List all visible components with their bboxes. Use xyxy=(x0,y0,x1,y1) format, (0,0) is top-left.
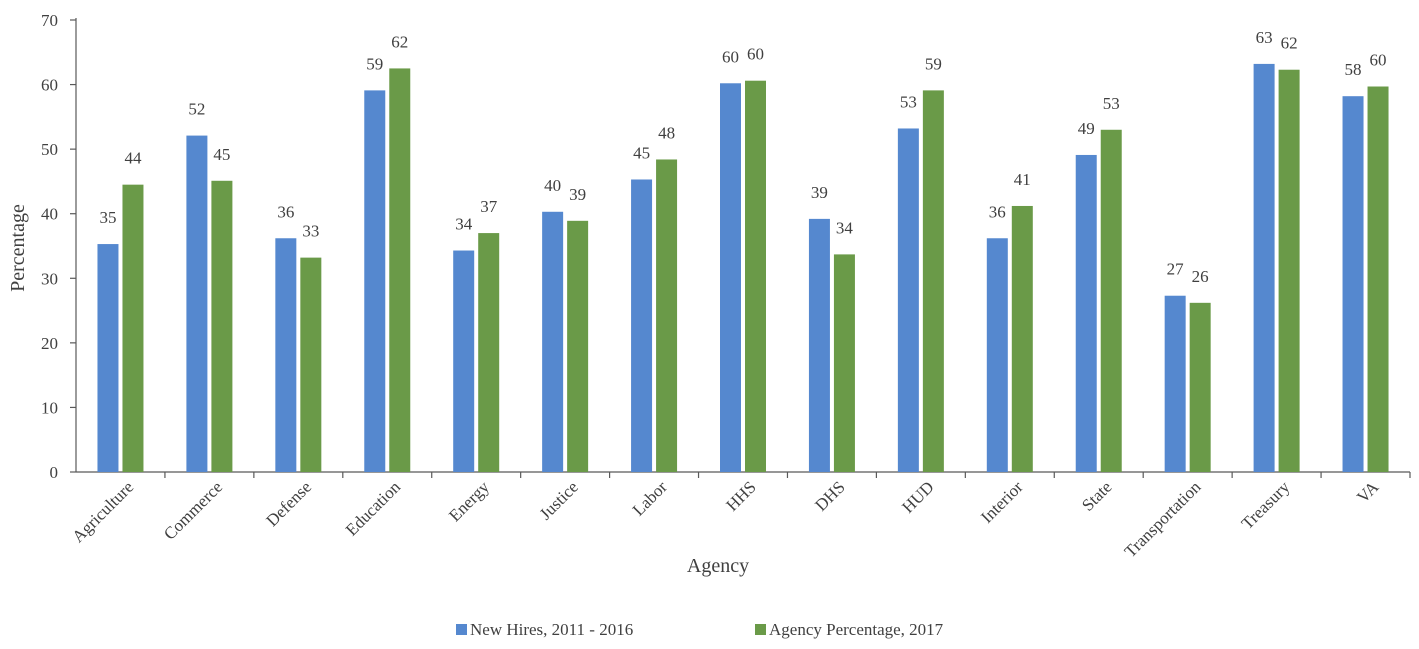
data-label: 39 xyxy=(569,185,586,204)
bar-defense-series-1 xyxy=(275,238,297,472)
x-category-label: State xyxy=(1078,477,1115,514)
data-label: 33 xyxy=(302,222,319,241)
data-label: 44 xyxy=(124,149,142,168)
x-category-label: HHS xyxy=(722,477,759,514)
legend: New Hires, 2011 - 2016 Agency Percentage,… xyxy=(456,620,944,639)
data-label: 62 xyxy=(391,32,408,51)
data-label: 36 xyxy=(277,202,294,221)
x-category-label: HUD xyxy=(898,477,937,516)
y-tick-label: 40 xyxy=(41,205,58,224)
data-label: 53 xyxy=(900,92,917,111)
data-label: 35 xyxy=(99,208,116,227)
x-axis-title: Agency xyxy=(687,555,749,577)
bar-hhs-series-1 xyxy=(720,83,741,472)
bar-education-series-2 xyxy=(389,68,411,472)
data-label: 60 xyxy=(747,45,764,64)
data-label: 45 xyxy=(633,143,650,162)
data-label: 49 xyxy=(1078,119,1095,138)
bar-dhs-series-1 xyxy=(808,218,830,472)
bar-treasury-series-2 xyxy=(1278,69,1300,472)
y-tick-label: 30 xyxy=(41,269,58,288)
x-category-label: Justice xyxy=(536,477,582,523)
y-tick-label: 60 xyxy=(41,76,58,95)
x-category-label: Commerce xyxy=(160,477,226,543)
bar-commerce-series-1 xyxy=(186,135,208,472)
bar-defense-series-2 xyxy=(300,257,322,472)
data-label: 37 xyxy=(480,197,498,216)
data-label: 52 xyxy=(188,100,205,119)
bar-justice-series-2 xyxy=(567,220,589,472)
bar-agriculture-series-2 xyxy=(122,184,144,472)
bar-dhs-series-2 xyxy=(833,254,855,472)
data-label: 60 xyxy=(722,47,739,66)
data-label: 36 xyxy=(989,202,1006,221)
data-label: 63 xyxy=(1256,28,1273,47)
bar-education-series-1 xyxy=(364,90,386,472)
x-category-label: Defense xyxy=(262,477,315,530)
data-label: 60 xyxy=(1370,51,1387,70)
bar-energy-series-2 xyxy=(478,233,500,472)
x-category-label: DHS xyxy=(811,477,848,514)
legend-swatch xyxy=(456,624,467,635)
x-category-label: Interior xyxy=(977,477,1027,527)
bar-justice-series-1 xyxy=(542,211,564,472)
y-tick-label: 20 xyxy=(41,334,58,353)
bar-labor-series-2 xyxy=(656,159,678,472)
bar-state-series-1 xyxy=(1075,154,1097,472)
data-label: 34 xyxy=(455,215,473,234)
data-label: 48 xyxy=(658,123,675,142)
x-category-label: Agriculture xyxy=(68,477,137,546)
bars xyxy=(97,63,1389,473)
data-label: 40 xyxy=(544,176,561,195)
data-label: 62 xyxy=(1281,34,1298,53)
bar-energy-series-1 xyxy=(453,250,475,472)
bar-va-series-2 xyxy=(1367,86,1389,472)
bar-interior-series-1 xyxy=(986,238,1008,472)
data-label: 26 xyxy=(1192,267,1209,286)
bar-va-series-1 xyxy=(1342,96,1364,473)
bar-treasury-series-1 xyxy=(1253,63,1275,473)
x-category-label: VA xyxy=(1353,477,1383,507)
data-label: 59 xyxy=(925,54,942,73)
bar-transportation-series-2 xyxy=(1189,302,1211,472)
y-tick-label: 0 xyxy=(50,463,59,482)
data-label: 45 xyxy=(213,145,230,164)
x-category-label: Energy xyxy=(445,477,493,525)
bar-hud-series-1 xyxy=(897,128,919,473)
x-category-label: Treasury xyxy=(1238,477,1294,533)
bar-hud-series-2 xyxy=(922,90,944,472)
bar-agriculture-series-1 xyxy=(97,244,119,472)
bar-labor-series-1 xyxy=(631,179,653,472)
data-label: 39 xyxy=(811,183,828,202)
y-tick-label: 50 xyxy=(41,140,58,159)
x-category-label: Labor xyxy=(629,477,671,519)
x-category-label: Transportation xyxy=(1121,477,1205,561)
data-label: 59 xyxy=(366,54,383,73)
data-label: 53 xyxy=(1103,94,1120,113)
y-tick-label: 70 xyxy=(41,11,58,30)
bar-interior-series-2 xyxy=(1011,205,1033,473)
bar-commerce-series-2 xyxy=(211,180,233,473)
data-label: 27 xyxy=(1167,260,1185,279)
bar-state-series-2 xyxy=(1100,129,1122,472)
bar-hhs-series-2 xyxy=(745,80,766,472)
x-category-label: Education xyxy=(342,477,405,540)
y-tick-label: 10 xyxy=(41,398,58,417)
data-labels: 35 44 52 45 36 33 59 62 34 37 40 39 45 48 60 60 39 34 53 59… xyxy=(99,28,1386,286)
legend-label: New Hires, 2011 - 2016 xyxy=(470,620,633,639)
data-label: 58 xyxy=(1345,60,1362,79)
legend-label: Agency Percentage, 2017 xyxy=(769,620,944,639)
bar-transportation-series-1 xyxy=(1164,295,1186,472)
y-axis-title: Percentage xyxy=(7,204,29,292)
data-label: 41 xyxy=(1014,170,1031,189)
legend-swatch xyxy=(755,624,766,635)
data-label: 34 xyxy=(836,218,854,237)
